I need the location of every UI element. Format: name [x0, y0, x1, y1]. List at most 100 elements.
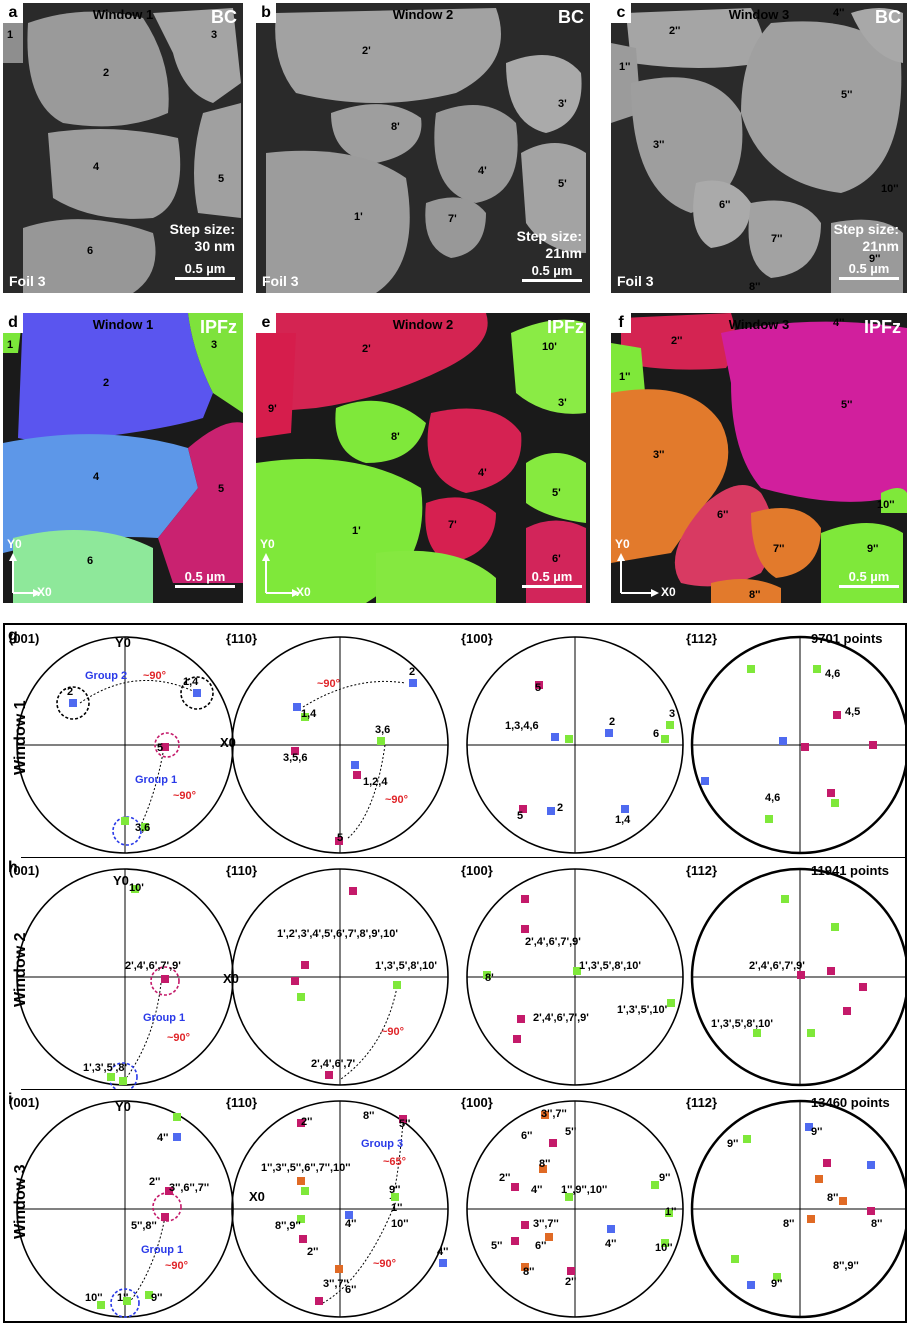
- grain-label: 8': [391, 431, 400, 443]
- grain-label: 1: [7, 339, 14, 351]
- pole-annotation-label: 3: [669, 708, 675, 720]
- pole-point-marker: [123, 1297, 131, 1305]
- pole-annotation-label: 4'': [157, 1132, 169, 1144]
- grain-label: 2'': [669, 25, 681, 37]
- pole-point-marker: [545, 1233, 553, 1241]
- grain-label: 2': [362, 45, 371, 57]
- pole-point-marker: [827, 789, 835, 797]
- pole-annotation-label: 8'': [523, 1266, 535, 1278]
- pole-annotation-label: 5: [337, 832, 343, 844]
- pole-point-marker: [701, 777, 709, 785]
- pole-point-marker: [377, 737, 385, 745]
- pole-point-marker: [165, 1187, 173, 1195]
- plate-label-bg: [5, 625, 21, 643]
- y0-axis-label: Y0: [260, 537, 275, 551]
- pole-annotation-label: ~90°: [143, 670, 166, 682]
- pole-point-marker: [573, 967, 581, 975]
- plate-label-bg: [5, 857, 21, 875]
- grain-label: 9'': [869, 253, 881, 265]
- y0-axis-label: Y0: [615, 537, 630, 551]
- pole-annotation-label: 1,3,4,6: [505, 720, 539, 732]
- grain-label: 2'': [671, 335, 683, 347]
- pole-point-marker: [119, 1077, 127, 1085]
- pole-annotation-label: 1'': [665, 1206, 677, 1218]
- mode-label: BC: [558, 7, 584, 27]
- pole-annotation-label: 10'': [85, 1292, 103, 1304]
- pole-point-marker: [521, 1263, 529, 1271]
- pole-point-marker: [551, 733, 559, 741]
- pole-annotation-label: 1,4: [301, 708, 317, 720]
- pole-annotation-label: 8'': [827, 1192, 839, 1204]
- grain-label: 4': [478, 165, 487, 177]
- pole-point-marker: [145, 1291, 153, 1299]
- grain-label: 4': [478, 467, 487, 479]
- pole-point-marker: [511, 1183, 519, 1191]
- pole-annotation-label: 8'',9'': [833, 1260, 859, 1272]
- pole-point-marker: [519, 805, 527, 813]
- scale-bar: 0.5 µm: [522, 569, 582, 588]
- ipf-grains-window-1: [3, 313, 243, 603]
- pole-point-marker: [335, 837, 343, 845]
- window-side-label: Window 3: [12, 1164, 29, 1239]
- grain-label: 2: [103, 67, 110, 79]
- grain-label: 5': [552, 487, 561, 499]
- scale-bar: 0.5 µm: [839, 569, 899, 588]
- grain-label: 9': [268, 403, 277, 415]
- pole-point-marker: [797, 971, 805, 979]
- group-highlight-ring: [180, 676, 214, 710]
- pole-annotation-label: 10': [129, 882, 144, 894]
- pole-point-marker: [521, 895, 529, 903]
- pole-point-marker: [773, 1273, 781, 1281]
- pole-point-marker: [521, 925, 529, 933]
- pole-annotation-label: X0: [249, 1189, 265, 1204]
- plate-label-c: c: [611, 3, 631, 23]
- window-title: Window 1: [92, 7, 154, 22]
- x0-axis-label: X0: [37, 585, 52, 599]
- pole-annotation-label: 2',4',6',7',9': [749, 960, 805, 972]
- x0-axis-label: X0: [296, 585, 311, 599]
- grain-label: 6'': [719, 199, 731, 211]
- pole-point-marker: [831, 923, 839, 931]
- grain-label: 3': [558, 397, 567, 409]
- pole-point-marker: [131, 885, 139, 893]
- pole-point-marker: [781, 895, 789, 903]
- pole-point-marker: [827, 967, 835, 975]
- pole-point-marker: [345, 1211, 353, 1219]
- pole-figure-row-g: g Window 1 9701 points (001) {110} {100} {112}…: [5, 625, 905, 855]
- pole-point-marker: [807, 1215, 815, 1223]
- pole-annotation-label: 5'': [491, 1240, 503, 1252]
- plate-label-d: d: [3, 313, 23, 333]
- pole-annotation-label: ~90°: [167, 1032, 190, 1044]
- grain-label: 6'': [717, 509, 729, 521]
- pole-point-marker: [667, 999, 675, 1007]
- scale-bar-label: 0.5 µm: [531, 569, 573, 584]
- pole-point-marker: [353, 771, 361, 779]
- scale-bar-label: 0.5 µm: [184, 569, 226, 584]
- pole-figure-title: {112}: [686, 631, 717, 646]
- grain-label: 3'': [653, 449, 665, 461]
- pole-annotation-label: 1',3',5',10': [617, 1004, 668, 1016]
- group-highlight-ring: [150, 966, 180, 996]
- y0-axis-label: Y0: [7, 537, 22, 551]
- pole-annotation-label: 2: [609, 716, 615, 728]
- pole-point-marker: [297, 1215, 305, 1223]
- pole-annotation-label: 2',4',6',7': [311, 1058, 355, 1070]
- pole-annotation-label: 9'': [389, 1184, 401, 1196]
- step-size-label: Step size:: [516, 228, 582, 244]
- grain-label: 8'': [749, 281, 761, 293]
- plate-label-b: b: [256, 3, 276, 23]
- pole-point-marker: [651, 1181, 659, 1189]
- grain-label: 5'': [841, 89, 853, 101]
- grain-label: 7': [448, 213, 457, 225]
- pole-annotation-label: 3'',7'': [323, 1278, 349, 1290]
- pole-annotation-label: 2: [409, 666, 415, 678]
- group-highlight-ring: [154, 732, 180, 758]
- step-size-label: Step size:: [833, 221, 899, 237]
- plate-label-a: a: [3, 3, 23, 23]
- pole-point-marker: [301, 961, 309, 969]
- pole-point-marker: [859, 983, 867, 991]
- pole-annotation-label: Group 1: [135, 774, 177, 786]
- group-highlight-ring: [56, 686, 90, 720]
- pole-point-marker: [97, 1301, 105, 1309]
